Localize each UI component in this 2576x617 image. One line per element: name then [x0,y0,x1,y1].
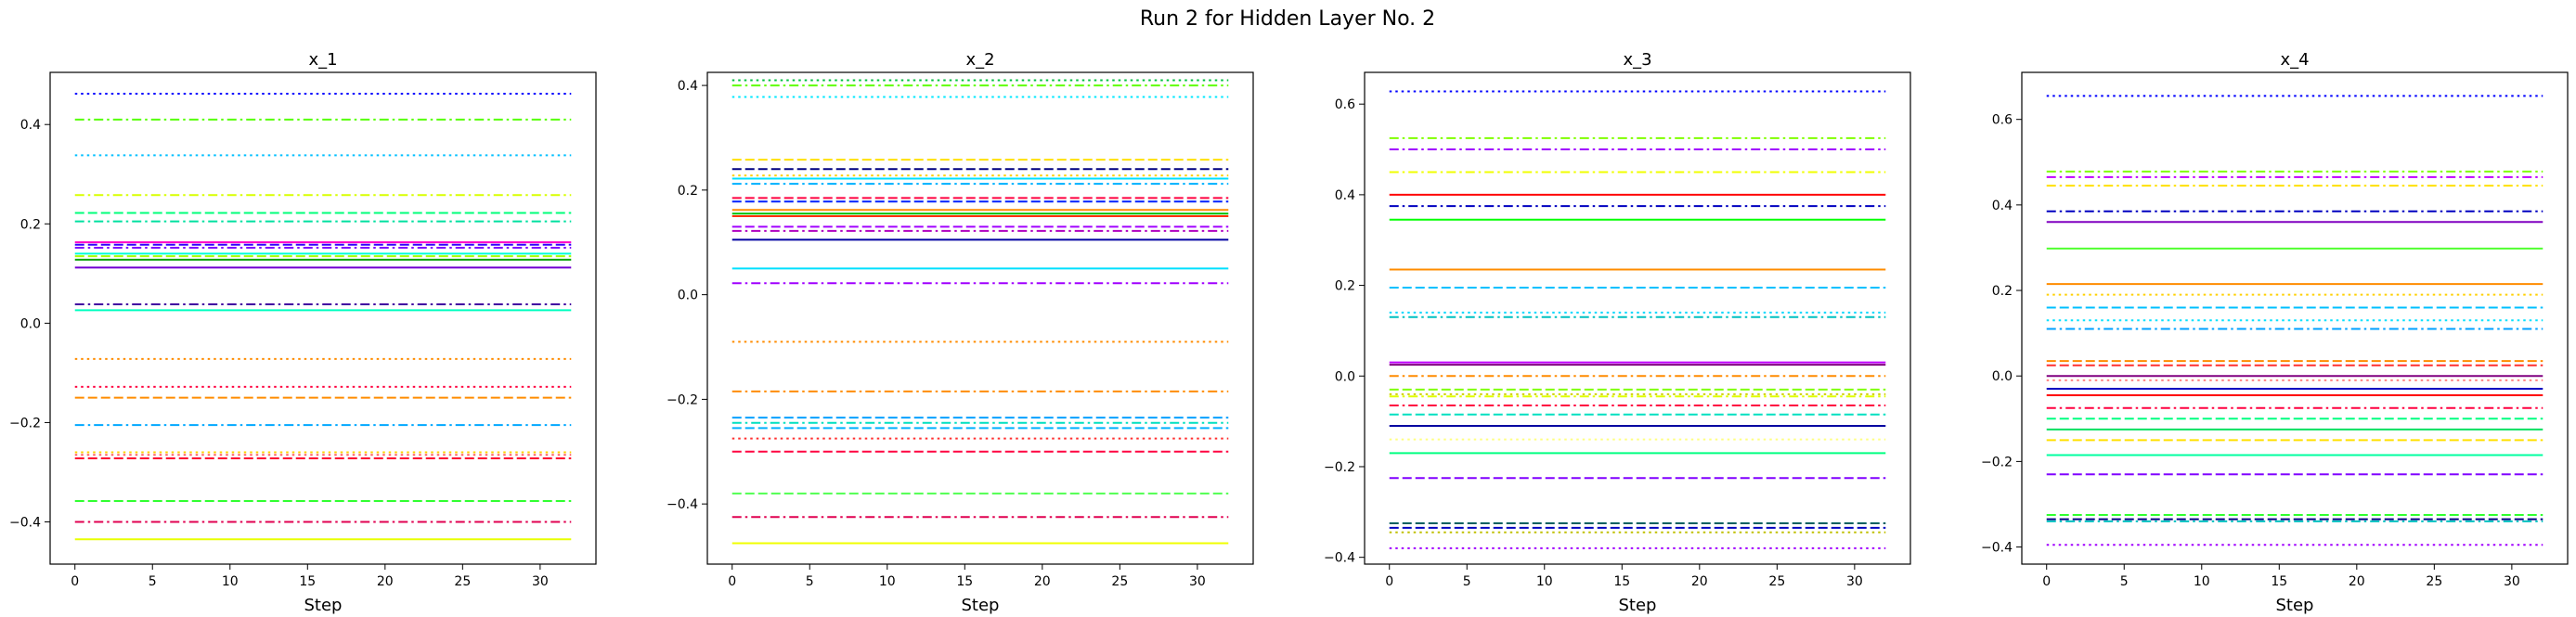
x-tick-label: 15 [1613,574,1630,589]
y-tick-label: −0.4 [1324,551,1355,566]
subplot-2: x_2 0 5 10 15 20 25 30 −0.4 −0.2 0.0 0.2 0.4 Step [667,50,1254,615]
y-tick-label: 0.0 [1335,369,1355,384]
axes-frame [2021,71,2569,565]
x-tick-label: 25 [1768,574,1785,589]
x-tick-label: 25 [2426,574,2442,589]
y-tick-label: −0.2 [9,416,41,431]
x-tick-label: 5 [149,574,157,589]
x-tick-label: 20 [377,574,394,589]
axes-frame [49,71,597,565]
y-tick-label: 0.2 [1992,284,2013,299]
y-tick-label: −0.2 [1981,455,2013,469]
x-tick-label: 5 [806,574,814,589]
subplot-3: x_3 0 5 10 15 20 25 30 −0.4 −0.2 0.0 0.2 0.4 0.6 Step [1324,50,1911,615]
y-tick-label: −0.2 [667,392,698,407]
x-tick-label: 5 [1463,574,1471,589]
x-axis-label: Step [962,596,1000,615]
subplot-1: x_1 0 5 10 15 20 25 30 −0.4 −0.2 0.0 0.2 0.4 Step [9,50,597,615]
x-tick-label: 0 [1385,574,1393,589]
x-axis-label: Step [2276,596,2314,615]
figure-title: Run 2 for Hidden Layer No. 2 [1140,7,1435,31]
y-tick-label: 0.4 [1335,188,1355,203]
subplot-4: x_4 0 5 10 15 20 25 30 −0.4 −0.2 0.0 0.2 0.4 0.6 Step [1981,50,2569,615]
y-tick-label: 0.4 [20,118,41,133]
x-tick-label: 15 [2271,574,2287,589]
axes-frame [706,71,1254,565]
x-tick-label: 10 [879,574,896,589]
y-tick-label: 0.2 [1335,279,1355,294]
x-tick-label: 30 [1189,574,1206,589]
y-tick-label: −0.4 [667,497,698,512]
y-tick-label: 0.2 [20,217,41,232]
y-tick-label: 0.2 [678,184,698,199]
y-tick-label: −0.4 [9,515,41,530]
x-axis-label: Step [304,596,343,615]
x-tick-label: 30 [1846,574,1863,589]
axes-frame [1364,71,1911,565]
x-tick-label: 5 [2120,574,2129,589]
x-tick-label: 10 [1536,574,1553,589]
y-tick-label: 0.6 [1992,113,2013,128]
y-tick-label: −0.2 [1324,460,1355,475]
y-tick-label: 0.0 [20,316,41,331]
x-tick-label: 30 [2504,574,2520,589]
x-tick-label: 0 [2042,574,2051,589]
x-tick-label: 10 [222,574,239,589]
x-tick-label: 0 [71,574,79,589]
y-tick-label: −0.4 [1981,541,2013,556]
subplot-title: x_4 [2280,50,2309,70]
x-tick-label: 20 [2349,574,2365,589]
x-tick-label: 30 [532,574,549,589]
x-tick-label: 25 [1111,574,1128,589]
y-tick-label: 0.6 [1335,97,1355,112]
subplot-title: x_1 [308,50,337,70]
x-tick-label: 15 [299,574,316,589]
x-tick-label: 25 [454,574,471,589]
x-axis-label: Step [1619,596,1657,615]
x-tick-label: 15 [956,574,973,589]
x-tick-label: 10 [2194,574,2210,589]
x-tick-label: 20 [1691,574,1708,589]
x-tick-label: 0 [728,574,736,589]
subplot-title: x_3 [1623,50,1651,70]
x-tick-label: 20 [1034,574,1051,589]
y-tick-label: 0.4 [678,79,698,94]
y-tick-label: 0.4 [1992,199,2013,213]
subplots: x_1 0 5 10 15 20 25 30 −0.4 −0.2 0.0 0.2 0.4 Step x_2 0… [9,50,2569,615]
y-tick-label: 0.0 [1992,369,2013,384]
subplot-title: x_2 [965,50,994,70]
y-tick-label: 0.0 [678,289,698,303]
